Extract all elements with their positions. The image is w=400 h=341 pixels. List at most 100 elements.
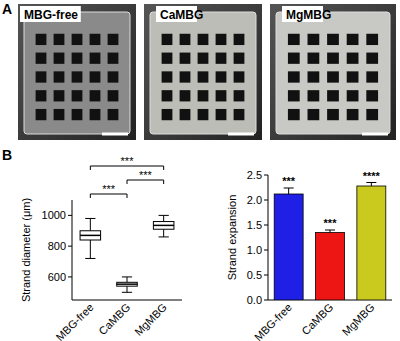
pore [308,53,320,64]
pore [327,71,339,82]
y-tick [68,276,72,277]
pore [90,90,101,101]
pore [90,71,101,82]
sig-label: *** [282,175,296,187]
pore [366,71,378,82]
y-tick-label: 600 [48,271,66,283]
pore [90,53,101,64]
pore [347,53,359,64]
whisker-low [163,229,164,237]
pore [180,90,191,101]
x-tick-label: CaMBG [96,301,132,337]
pore [234,90,245,101]
pore [288,109,300,120]
pore [36,71,47,82]
panel-label: A [2,1,12,17]
whisker-cap [159,215,169,216]
pore [90,34,101,45]
error-bar [325,230,335,233]
median [80,235,101,237]
pore [36,53,47,64]
pore [108,109,119,120]
label-bg [20,6,81,22]
y-tick-label: 0.5 [247,269,262,281]
pore [216,34,227,45]
pore [36,34,47,45]
pore [54,90,65,101]
pore [162,34,173,45]
pore [347,109,359,120]
image-label: CaMBG [160,8,203,22]
pore [72,53,83,64]
sig-label: *** [324,217,338,229]
sig-label: *** [139,169,153,181]
sig-label: **** [363,170,381,182]
y-tick-label: 1000 [42,209,66,221]
y-tick-label: 2.0 [247,194,262,206]
pore [36,90,47,101]
image-label: MgMBG [286,8,331,22]
pore [90,109,101,120]
whisker-low [90,240,91,258]
y-tick [264,250,268,251]
x-tick-label: MBG-free [54,301,96,341]
sig-label: *** [121,155,135,167]
pore [162,53,173,64]
photo: MBG-free [18,4,136,140]
pore [198,90,209,101]
bar [316,233,345,301]
pore [327,34,339,45]
pore [234,53,245,64]
box-chart: 6008001000Strand diameter (μm)MBG-freeCa… [20,155,182,341]
pore [180,53,191,64]
pore [327,53,339,64]
pore [216,53,227,64]
y-tick [264,275,268,276]
whisker-cap [122,292,132,293]
pore [327,90,339,101]
bars [274,183,386,301]
y-tick-label: 800 [48,240,66,252]
pore [366,53,378,64]
photo: CaMBG [144,4,262,140]
x-tick-label: MgMBG [132,301,169,338]
pore [366,90,378,101]
sig-label: *** [102,183,116,195]
y-label: Strand expansion [226,195,238,281]
scale-bar [228,133,254,136]
box [117,282,138,286]
whisker-cap [159,236,169,237]
pore [198,71,209,82]
bar [357,186,386,300]
pore [54,109,65,120]
pore [234,71,245,82]
pore [162,90,173,101]
pore [347,71,359,82]
pore [36,109,47,120]
boxes [80,215,174,292]
pore [54,71,65,82]
pore [54,34,65,45]
pore [72,34,83,45]
pore [180,34,191,45]
pore [198,34,209,45]
y-tick [264,225,268,226]
pore [198,53,209,64]
median [117,283,138,285]
y-tick [68,246,72,247]
y-tick [264,175,268,176]
y-tick [264,200,268,201]
whisker-cap [85,218,95,219]
pore [216,109,227,120]
photo-bg [144,4,262,140]
y-tick-label: 0.0 [247,294,262,306]
photo-bg [270,4,396,140]
pore [308,71,320,82]
pore [54,53,65,64]
pore [308,90,320,101]
scaffold [276,12,390,134]
whisker-cap [122,276,132,277]
whisker-high [90,218,91,230]
pore [72,90,83,101]
error-bar [284,188,294,194]
